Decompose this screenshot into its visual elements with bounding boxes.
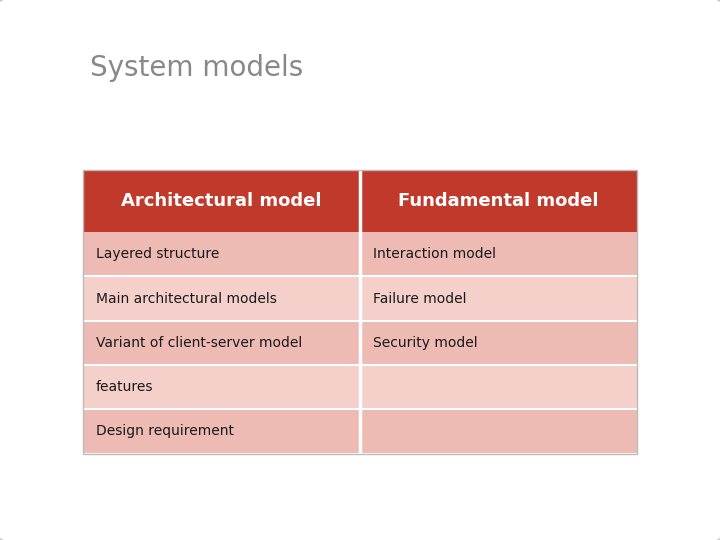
Text: Variant of client-server model: Variant of client-server model <box>96 336 302 350</box>
Bar <box>83 232 637 276</box>
Bar <box>83 409 637 454</box>
Text: Failure model: Failure model <box>373 292 467 306</box>
Text: Architectural model: Architectural model <box>121 192 322 210</box>
Bar <box>83 365 637 409</box>
Bar <box>83 321 637 365</box>
Text: Fundamental model: Fundamental model <box>398 192 599 210</box>
Text: Layered structure: Layered structure <box>96 247 219 261</box>
Text: Design requirement: Design requirement <box>96 424 234 438</box>
Text: Interaction model: Interaction model <box>373 247 496 261</box>
Bar <box>83 170 637 454</box>
Text: Main architectural models: Main architectural models <box>96 292 276 306</box>
Text: features: features <box>96 380 153 394</box>
Text: Security model: Security model <box>373 336 477 350</box>
Text: System models: System models <box>90 53 303 82</box>
Bar <box>83 276 637 321</box>
Bar <box>83 170 637 232</box>
